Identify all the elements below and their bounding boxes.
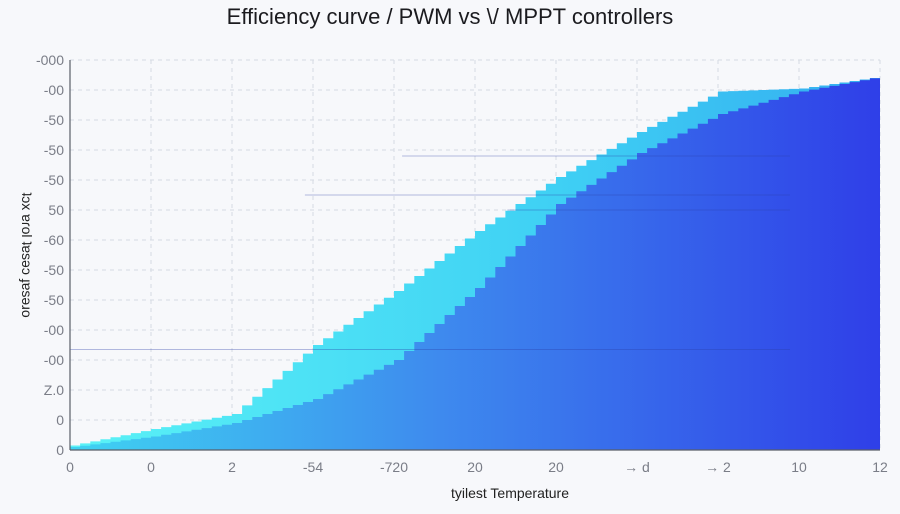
y-tick-label: -00 xyxy=(44,352,64,368)
y-tick-label: -50 xyxy=(44,292,64,308)
x-tick-label: -54 xyxy=(303,459,323,475)
x-tick-label: -720 xyxy=(380,459,408,475)
x-tick-label: 20 xyxy=(467,459,483,475)
x-axis-label: tyilest Temperature xyxy=(451,485,569,501)
x-tick-label: 2 xyxy=(228,459,236,475)
y-tick-label: -00 xyxy=(44,82,64,98)
y-tick-label: -50 xyxy=(44,172,64,188)
x-tick-label: → 2 xyxy=(705,459,731,475)
series-area-dark xyxy=(70,76,880,450)
y-axis-label: ʇɔx ɐɾol ʇɐsǝɔ ɟɐsǝɹo xyxy=(19,192,35,317)
y-tick-label: 50 xyxy=(48,202,64,218)
y-tick-label: -50 xyxy=(44,112,64,128)
x-tick-label: 0 xyxy=(147,459,155,475)
series-areas xyxy=(70,76,880,450)
x-tick-label: 10 xyxy=(791,459,807,475)
y-tick-label: 0 xyxy=(56,412,64,428)
x-tick-labels: 0 0 2 -54 -720 20 20 → d → 2 10 12 xyxy=(66,459,888,475)
y-tick-label: 0 xyxy=(56,442,64,458)
axes xyxy=(69,60,880,451)
y-tick-label: -000 xyxy=(36,52,64,68)
y-tick-labels: -000 -00 -50 -50 -50 50 -60 -50 -50 -00 -00 Z.0 0 0 xyxy=(36,52,64,458)
x-tick-label: 12 xyxy=(872,459,888,475)
x-tick-label: → d xyxy=(624,459,650,475)
x-tick-label: 0 xyxy=(66,459,74,475)
y-tick-label: -60 xyxy=(44,232,64,248)
y-tick-label: -50 xyxy=(44,142,64,158)
y-tick-label: -00 xyxy=(44,322,64,338)
x-tick-label: 20 xyxy=(548,459,564,475)
chart-title: Efficiency curve / PWM vs \/ MPPT contro… xyxy=(227,4,674,29)
y-tick-label: -50 xyxy=(44,262,64,278)
y-tick-label: Z.0 xyxy=(44,382,64,398)
